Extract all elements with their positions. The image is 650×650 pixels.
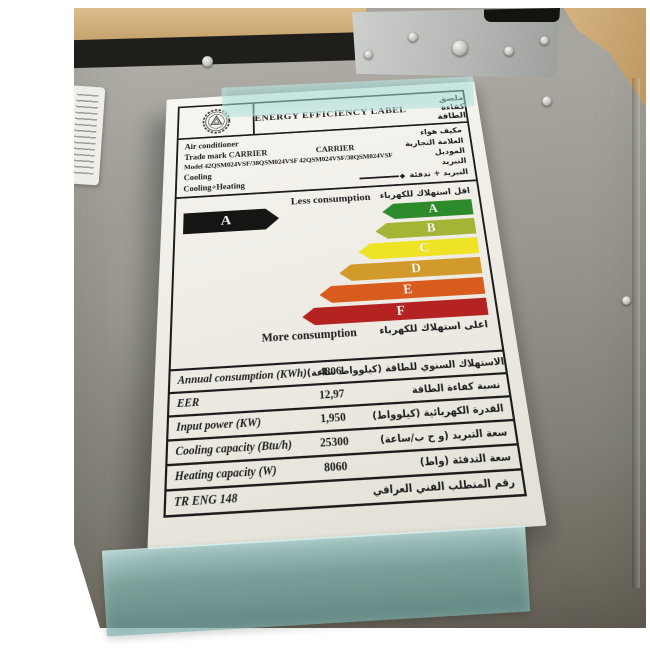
grade-arrow-b: B (375, 218, 477, 239)
cooling-ar: التبريد (441, 157, 468, 168)
side-sticker-text-lines (74, 93, 99, 176)
rating-indicator-letter: A (220, 213, 232, 229)
screw (364, 50, 373, 59)
row-label-ar: نسبة كفاءة الطاقة (411, 379, 501, 396)
row-value: 8060 (323, 460, 348, 475)
screw (540, 36, 549, 45)
grade-letter: D (410, 260, 422, 276)
grade-arrow-d: D (339, 257, 483, 282)
less-consumption-ar: اقل استهلاك للكهرباء (379, 186, 471, 201)
side-sticker-fragment (74, 84, 106, 186)
row-label-ar: القدرة الكهربائية (كيلوواط) (371, 402, 505, 423)
cooling-en: Cooling (183, 172, 212, 183)
more-consumption-ar: اعلى استهلاك للكهرباء (378, 319, 489, 338)
grade-letter: A (427, 201, 439, 216)
grade-letter: E (402, 281, 414, 297)
rivet (622, 296, 631, 305)
row-label-ar: سعة التدفئة (واط) (419, 451, 512, 469)
row-label: TR ENG 148 (173, 492, 238, 510)
spec-table: Annual consumption (KWh) 4806 الاستهلاك … (165, 349, 525, 516)
screw (504, 46, 514, 56)
row-label: Heating capacity (W) (174, 464, 277, 484)
cooling-heating-arrow-line (359, 175, 400, 179)
row-value: 4806 (319, 365, 342, 379)
grade-arrow-a: A (382, 199, 474, 220)
cooling-heating-arrow-head: ◆ (399, 172, 406, 180)
more-consumption-en: More consumption (261, 326, 358, 345)
grade-arrow-c: C (358, 237, 479, 260)
rivet (202, 56, 213, 67)
rivet (542, 96, 552, 106)
row-label: Input power (KW) (176, 416, 262, 435)
row-label-ar: رقم المتطلب الفني العراقي (372, 476, 516, 498)
vent-slot (484, 8, 560, 22)
row-label: Cooling capacity (Btu/h) (175, 438, 293, 459)
row-value: 1,950 (320, 411, 347, 426)
row-label: EER (176, 396, 200, 411)
photo-corner (74, 544, 100, 628)
panel-right-edge (632, 78, 640, 588)
row-value: 25300 (319, 435, 350, 451)
grade-letter: B (425, 220, 437, 235)
grade-letter: C (418, 240, 430, 256)
label-border: ENERGY EFFICIENCY LABEL ملصق كفاءة الطاق… (163, 89, 528, 518)
screw (452, 40, 468, 56)
row-label-ar: سعة التبريد (و ح ب/ساعة) (379, 426, 509, 446)
cooling-heating-en: Cooling+Heating (183, 180, 245, 194)
mounting-bracket (352, 8, 560, 78)
row-value: 12,97 (318, 388, 345, 402)
screw (408, 32, 418, 42)
cooling-heating-ar: التبريد + تدفئة (409, 167, 469, 180)
efficiency-scale: Less consumption اقل استهلاك للكهرباء A … (171, 181, 502, 369)
grade-letter: F (395, 302, 406, 319)
